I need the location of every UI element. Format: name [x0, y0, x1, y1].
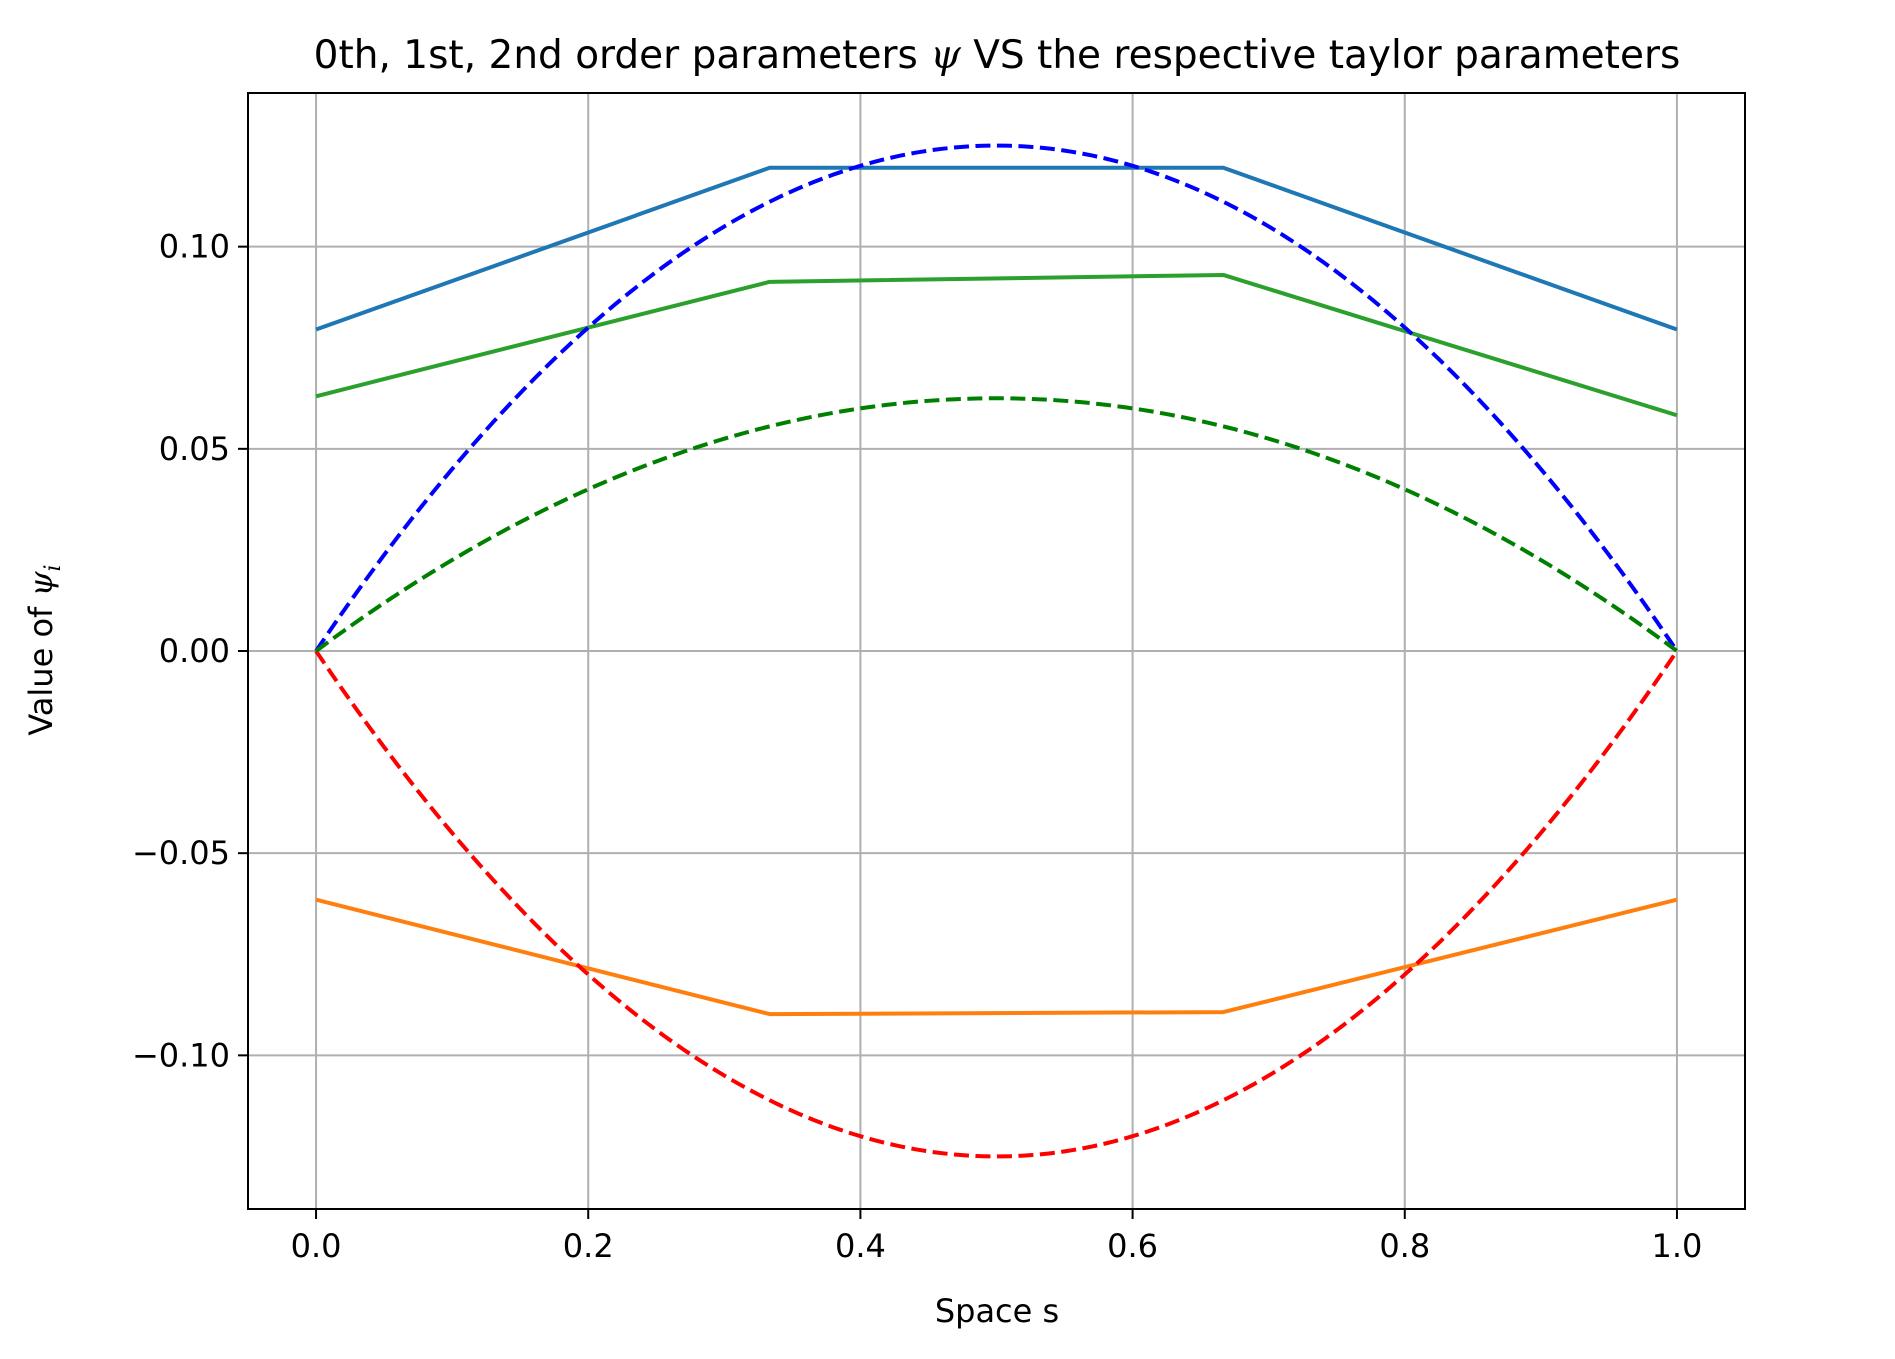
plot-series: [314, 143, 1679, 1159]
y-axis-label: Value of ψi: [22, 564, 66, 735]
y-tick-label: −0.10: [132, 1036, 230, 1074]
x-tick-label: 0.0: [291, 1227, 342, 1265]
y-axis-label-symbol: ψ: [22, 571, 60, 597]
chart-title: 0th, 1st, 2nd order parameters ψ VS the …: [314, 33, 1681, 78]
chart-title-before: 0th, 1st, 2nd order parameters: [314, 33, 931, 78]
y-tick-label: 0.00: [159, 632, 230, 670]
y-tick-label: 0.05: [159, 430, 230, 468]
series-line-1: [315, 165, 1678, 332]
series-line-3: [315, 272, 1678, 418]
y-tick-label: 0.10: [159, 228, 230, 266]
chart-title-symbol: ψ: [930, 33, 961, 78]
series-line-4: [314, 143, 1679, 653]
y-axis-ticks: −0.10 −0.05 0.00 0.05 0.10: [132, 228, 248, 1074]
series-line-6: [314, 396, 1679, 653]
x-tick-label: 0.4: [835, 1227, 886, 1265]
x-axis-label: Space s: [935, 1292, 1059, 1330]
x-axis-ticks: 0.0 0.2 0.4 0.6 0.8 1.0: [291, 1209, 1703, 1265]
chart-title-after: VS the respective taylor parameters: [961, 33, 1681, 78]
x-tick-label: 1.0: [1652, 1227, 1703, 1265]
y-tick-label: −0.05: [132, 834, 230, 872]
y-axis-label-text: Value of: [22, 597, 60, 736]
x-tick-label: 0.8: [1379, 1227, 1430, 1265]
x-tick-label: 0.6: [1107, 1227, 1158, 1265]
series-line-2: [315, 897, 1678, 1017]
y-axis-label-subscript: i: [41, 564, 66, 571]
x-tick-label: 0.2: [563, 1227, 614, 1265]
series-line-5: [314, 649, 1679, 1159]
